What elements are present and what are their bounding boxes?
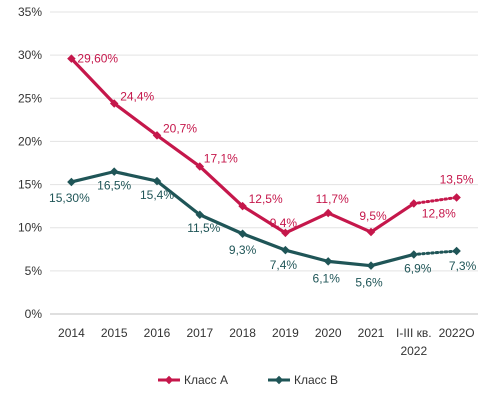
x-tick-label: 2014	[58, 326, 85, 340]
x-tick-label: 2015	[101, 326, 128, 340]
data-point	[195, 210, 205, 220]
data-label: 7,3%	[449, 259, 477, 273]
data-label: 29,60%	[77, 52, 118, 66]
data-label: 12,8%	[422, 207, 456, 221]
data-label: 20,7%	[163, 121, 197, 135]
data-point	[109, 99, 119, 108]
y-tick-label: 30%	[18, 48, 42, 62]
data-label: 12,5%	[249, 192, 283, 206]
y-axis-ticks: 0% 5% 10% 15% 20% 25% 30% 35%	[18, 5, 42, 321]
x-tick-label: 2021	[358, 326, 385, 340]
data-point	[238, 201, 247, 211]
y-tick-label: 10%	[18, 221, 42, 235]
legend-swatch-marker	[164, 375, 174, 385]
y-tick-label: 5%	[25, 264, 43, 278]
data-label: 9,4%	[270, 216, 298, 230]
legend: Класс А Класс В	[158, 373, 338, 387]
data-point	[366, 227, 376, 237]
data-point	[452, 193, 461, 202]
data-label: 16,5%	[97, 179, 131, 193]
data-labels: 29,60% 24,4% 20,7% 17,1% 12,5% 9,4% 11,7% 9,5% 1…	[49, 52, 477, 290]
data-point	[238, 229, 247, 238]
data-point	[409, 250, 419, 259]
legend-label: Класс В	[294, 373, 338, 387]
data-label: 11,5%	[187, 221, 220, 235]
data-label: 6,1%	[313, 271, 341, 285]
data-label: 24,4%	[120, 89, 154, 103]
data-label: 15,4%	[140, 188, 174, 202]
x-tick-label: 2022О	[439, 326, 475, 340]
data-point	[109, 167, 119, 176]
x-tick-label: 2018	[229, 326, 256, 340]
data-point	[281, 228, 290, 238]
gridlines	[50, 11, 478, 315]
x-tick-label: 2017	[186, 326, 213, 340]
data-label: 11,7%	[316, 192, 349, 206]
x-tick-label: 2020	[315, 326, 342, 340]
data-point	[152, 176, 162, 186]
data-point	[152, 131, 162, 140]
data-label: 7,4%	[270, 258, 298, 272]
data-point	[323, 257, 333, 266]
data-point	[409, 199, 419, 208]
data-label: 17,1%	[204, 151, 238, 165]
legend-label: Класс А	[184, 373, 228, 387]
data-point	[67, 54, 76, 63]
y-tick-label: 15%	[18, 178, 42, 192]
x-tick-label: 2019	[272, 326, 299, 340]
series-forecast-line-class-b	[412, 249, 459, 256]
data-label: 5,6%	[355, 276, 383, 290]
data-point	[67, 177, 76, 187]
data-point	[452, 246, 461, 256]
data-label: 9,3%	[229, 243, 257, 257]
x-tick-label: I-III кв. 2022	[396, 326, 432, 358]
y-tick-label: 35%	[18, 5, 42, 19]
series-forecast-line-class-a	[412, 196, 459, 206]
data-point	[281, 245, 290, 255]
series-group	[67, 54, 461, 270]
data-label: 15,30%	[49, 191, 90, 205]
data-label: 9,5%	[359, 209, 387, 223]
x-tick-label: 2016	[144, 326, 171, 340]
data-point	[366, 261, 376, 270]
y-tick-label: 20%	[18, 134, 42, 148]
data-label: 6,9%	[404, 261, 432, 275]
data-label: 13,5%	[440, 173, 474, 187]
y-tick-label: 0%	[25, 307, 43, 321]
x-axis-ticks: 2014 2015 2016 2017 2018 2019 2020 2021 I-III кв…	[58, 326, 475, 358]
data-point	[195, 162, 205, 171]
data-point	[323, 208, 333, 218]
y-tick-label: 25%	[18, 91, 42, 105]
legend-swatch-marker	[274, 375, 284, 385]
